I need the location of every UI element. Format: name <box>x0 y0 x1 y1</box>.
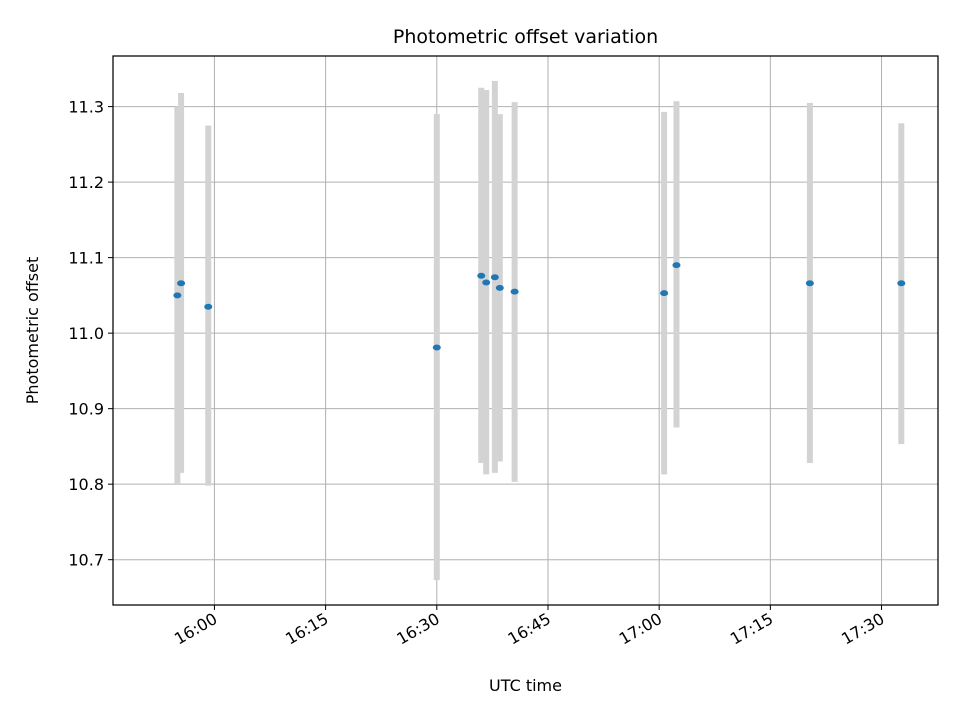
x-tick-label: 17:30 <box>838 609 887 649</box>
data-point <box>660 290 669 297</box>
data-point <box>805 280 814 287</box>
data-point <box>672 262 681 269</box>
data-points <box>173 262 906 351</box>
y-tick-label: 10.9 <box>68 400 104 419</box>
y-axis-title: Photometric offset <box>23 257 42 405</box>
data-point <box>490 274 499 281</box>
y-tick-label: 11.1 <box>68 249 104 268</box>
data-point <box>204 303 213 310</box>
data-point <box>432 344 441 351</box>
data-point <box>510 288 519 295</box>
plot-frame <box>112 55 939 606</box>
data-point <box>495 284 504 291</box>
y-tick-label: 10.7 <box>68 551 104 570</box>
x-tick-label: 16:30 <box>393 609 442 649</box>
data-point <box>477 272 486 279</box>
y-tick-label: 11.2 <box>68 173 104 192</box>
data-point <box>897 280 906 287</box>
data-point <box>177 280 186 287</box>
x-tick-label: 16:00 <box>171 609 220 649</box>
axis-ticks: 16:00 16:15 16:30 16:45 17:00 17:15 17:30 10.7 1… <box>68 98 887 649</box>
y-tick-label: 10.8 <box>68 475 104 494</box>
chart-title: Photometric offset variation <box>393 26 658 48</box>
data-point <box>482 279 491 286</box>
data-point <box>173 292 182 299</box>
x-tick-label: 17:00 <box>616 609 665 649</box>
grid-lines <box>113 56 938 605</box>
error-bars <box>174 80 905 581</box>
x-tick-label: 16:15 <box>282 609 331 649</box>
y-tick-label: 11.3 <box>68 98 104 117</box>
x-axis-title: UTC time <box>489 676 562 695</box>
x-tick-label: 17:15 <box>727 609 776 649</box>
x-tick-label: 16:45 <box>505 609 554 649</box>
y-tick-label: 11.0 <box>68 324 104 343</box>
